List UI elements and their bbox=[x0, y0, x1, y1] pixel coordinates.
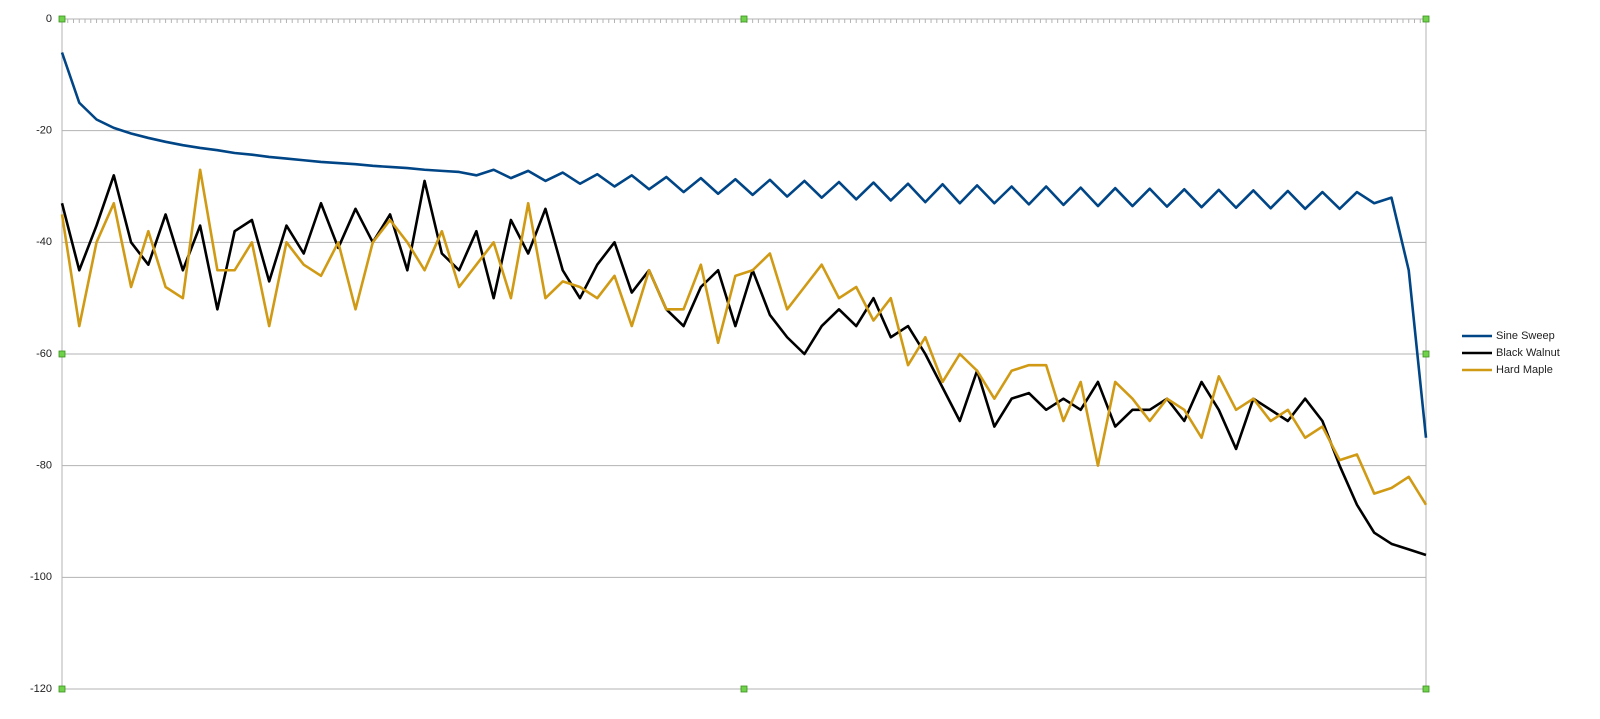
y-tick-label: -120 bbox=[30, 683, 52, 695]
y-tick-label: 0 bbox=[46, 13, 52, 25]
legend-label: Hard Maple bbox=[1496, 364, 1553, 376]
handle bbox=[58, 350, 66, 358]
series-line bbox=[60, 174, 1427, 557]
handle bbox=[58, 15, 66, 23]
y-tick-label: -40 bbox=[36, 236, 52, 248]
y-tick-label: -20 bbox=[36, 125, 52, 137]
y-tick-label: -100 bbox=[30, 571, 52, 583]
handle bbox=[58, 685, 66, 693]
handle bbox=[740, 685, 748, 693]
selection-handles bbox=[58, 15, 1430, 693]
handle bbox=[740, 15, 748, 23]
series-line bbox=[60, 52, 1428, 438]
legend-label: Black Walnut bbox=[1496, 347, 1560, 359]
handle bbox=[1422, 685, 1430, 693]
y-tick-label: -80 bbox=[36, 460, 52, 472]
series-line bbox=[60, 168, 1428, 506]
handle bbox=[1422, 350, 1430, 358]
y-tick-label: -60 bbox=[36, 348, 52, 360]
legend-label: Sine Sweep bbox=[1496, 330, 1555, 342]
handle bbox=[1422, 15, 1430, 23]
